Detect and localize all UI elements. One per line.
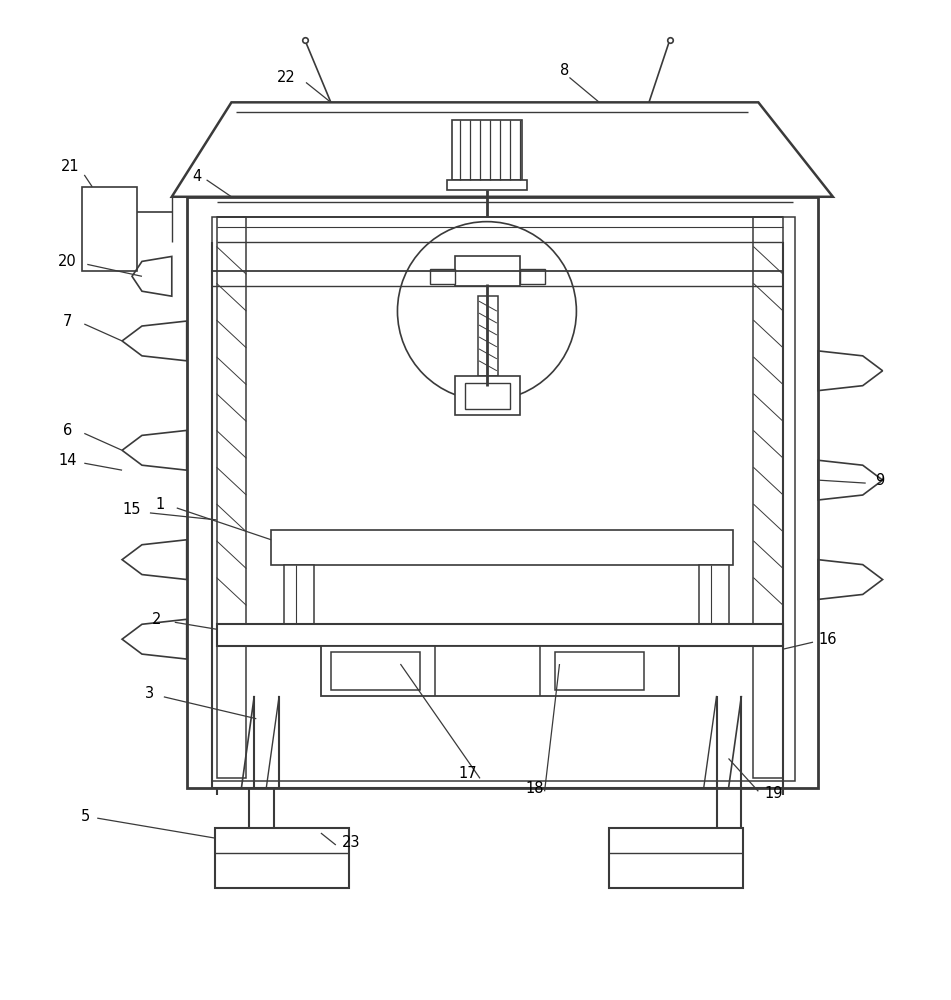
Bar	[554, 652, 644, 690]
Bar	[456, 256, 520, 286]
Bar	[215, 828, 349, 888]
Text: 9: 9	[875, 473, 884, 488]
Bar	[753, 217, 784, 778]
Bar	[478, 296, 498, 376]
Bar	[83, 187, 137, 271]
Bar	[465, 383, 510, 409]
Bar	[211, 217, 795, 781]
Bar	[430, 269, 456, 284]
Text: 6: 6	[63, 423, 72, 438]
Text: 19: 19	[764, 786, 783, 801]
Text: 2: 2	[152, 612, 162, 627]
Text: 14: 14	[58, 453, 77, 468]
Bar	[331, 652, 420, 690]
Text: 22: 22	[277, 70, 296, 85]
Bar	[610, 828, 744, 888]
Bar	[452, 120, 522, 180]
Bar	[186, 197, 818, 788]
Bar	[447, 180, 527, 190]
Bar	[217, 624, 784, 646]
Text: 8: 8	[560, 63, 569, 78]
Text: 20: 20	[58, 254, 77, 269]
Text: 17: 17	[458, 766, 477, 781]
Text: 5: 5	[81, 809, 90, 824]
Bar	[520, 269, 545, 284]
Text: 21: 21	[61, 159, 80, 174]
Text: 4: 4	[192, 169, 202, 184]
Bar	[456, 376, 520, 415]
Text: 16: 16	[819, 632, 837, 647]
Text: 3: 3	[146, 686, 154, 701]
Bar	[699, 565, 728, 624]
Bar	[320, 646, 679, 696]
Bar	[217, 217, 246, 778]
Text: 23: 23	[341, 835, 360, 850]
Text: 1: 1	[155, 497, 165, 512]
Bar	[271, 530, 733, 565]
Text: 18: 18	[525, 781, 544, 796]
Bar	[284, 565, 314, 624]
Text: 15: 15	[123, 502, 142, 517]
Text: 7: 7	[63, 314, 72, 329]
